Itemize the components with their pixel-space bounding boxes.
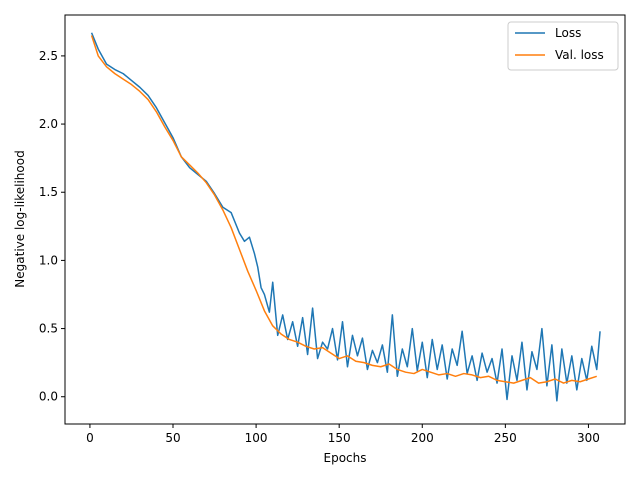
series-line-loss bbox=[90, 32, 601, 402]
x-tick-label: 0 bbox=[86, 431, 94, 445]
x-tick-label: 100 bbox=[245, 431, 268, 445]
y-tick-label: 2.5 bbox=[39, 49, 58, 63]
y-axis-ticks: 0.0 0.5 1.0 1.5 2.0 2.5 bbox=[39, 49, 65, 404]
y-tick-label: 0.5 bbox=[39, 322, 58, 336]
plot-frame bbox=[64, 14, 626, 425]
series-line-val-loss bbox=[90, 35, 597, 384]
legend-box bbox=[507, 21, 619, 71]
y-axis-label: Negative log-likelihood bbox=[13, 150, 27, 287]
legend-label-loss: Loss bbox=[555, 26, 581, 40]
x-tick-label: 250 bbox=[494, 431, 517, 445]
legend: Loss Val. loss bbox=[507, 21, 619, 71]
x-tick-label: 50 bbox=[165, 431, 180, 445]
x-tick-label: 200 bbox=[411, 431, 434, 445]
x-axis-label: Epochs bbox=[324, 451, 367, 465]
legend-label-val-loss: Val. loss bbox=[555, 48, 604, 62]
y-tick-label: 2.0 bbox=[39, 117, 58, 131]
y-tick-label: 0.0 bbox=[39, 390, 58, 404]
x-tick-label: 300 bbox=[577, 431, 600, 445]
x-tick-label: 150 bbox=[328, 431, 351, 445]
plot-area bbox=[64, 14, 626, 425]
x-axis-ticks: 0 50 100 150 200 250 300 bbox=[86, 424, 600, 445]
y-tick-label: 1.0 bbox=[39, 253, 58, 267]
y-tick-label: 1.5 bbox=[39, 185, 58, 199]
series-layer bbox=[90, 32, 601, 402]
